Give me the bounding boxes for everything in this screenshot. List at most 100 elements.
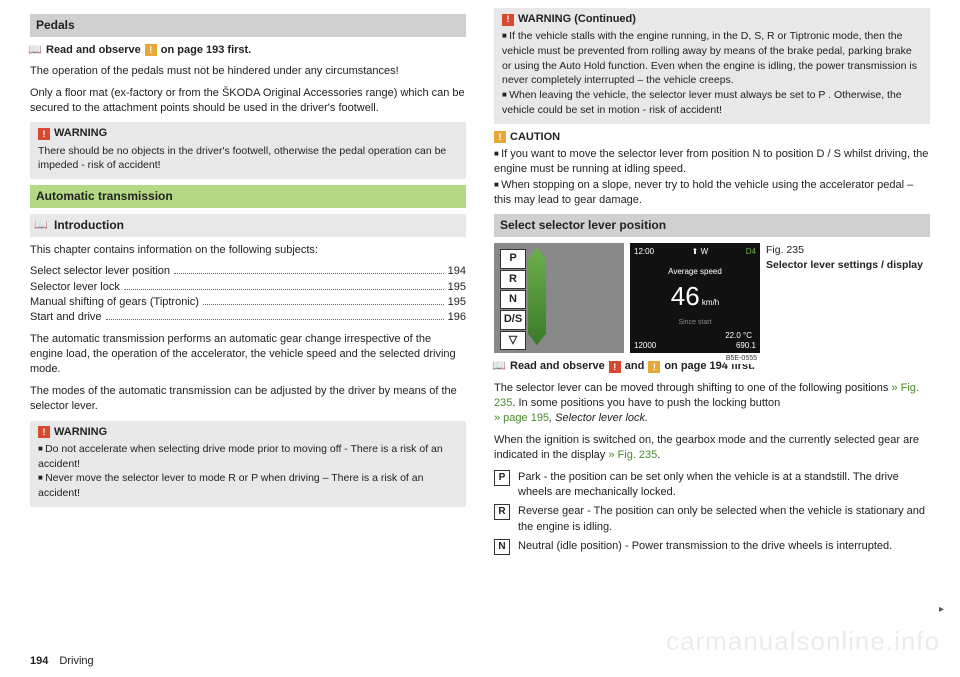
toc-label: Manual shifting of gears (Tiptronic)	[30, 295, 199, 310]
caution-icon: !	[648, 361, 660, 373]
caution-label: CAUTION	[510, 130, 560, 145]
warning-box-2: ! WARNING Do not accelerate when selecti…	[30, 421, 466, 507]
book-icon	[30, 46, 42, 55]
warning-title: ! WARNING (Continued)	[502, 12, 922, 27]
display-bottom-row: 12000 690.1	[634, 340, 756, 351]
paragraph: The modes of the automatic transmission …	[30, 384, 466, 415]
read-post: on page 193 first.	[161, 43, 251, 58]
fig-number: Fig. 235	[766, 244, 804, 256]
key-text: Park - the position can be set only when…	[518, 470, 930, 501]
paragraph: The selector lever can be moved through …	[494, 381, 930, 427]
display-center: Average speed 46 km/h Since start 22.0 °…	[630, 266, 760, 341]
toc-item: Manual shifting of gears (Tiptronic) 195	[30, 295, 466, 310]
toc-label: Start and drive	[30, 310, 102, 325]
fig-ref: » Fig. 235	[608, 449, 657, 461]
chapter-intro: This chapter contains information on the…	[30, 243, 466, 258]
display-odo-left: 12000	[634, 340, 656, 351]
paragraph: The operation of the pedals must not be …	[30, 64, 466, 79]
toc-dots	[174, 272, 444, 274]
key-text: Reverse gear - The position can only be …	[518, 504, 930, 535]
toc-label: Select selector lever position	[30, 264, 170, 279]
figure-caption: Fig. 235 Selector lever settings / displ…	[766, 243, 923, 272]
display-top-row: 12:00 ⬆ W D4	[630, 243, 760, 260]
toc-item: Selector lever lock 195	[30, 280, 466, 295]
display-unit: km/h	[702, 298, 719, 307]
page: Pedals Read and observe ! on page 193 fi…	[0, 0, 960, 640]
display-time: 12:00	[634, 246, 654, 257]
caution-item: If you want to move the selector lever f…	[494, 147, 930, 178]
read-pre: Read and observe	[46, 43, 141, 58]
gear-key-n: N Neutral (idle position) - Power transm…	[494, 539, 930, 555]
paragraph: The automatic transmission performs an a…	[30, 332, 466, 378]
section-name: Driving	[59, 655, 93, 667]
warning-item: Never move the selector lever to mode R …	[38, 471, 458, 500]
lever-p: P	[500, 249, 526, 268]
page-ref: » page 195	[494, 412, 549, 424]
caution-list: If you want to move the selector lever f…	[494, 147, 930, 209]
toc-label: Selector lever lock	[30, 280, 120, 295]
caution-title: ! CAUTION	[494, 130, 930, 145]
text: , Selector lever lock.	[549, 412, 648, 424]
read-pre: Read and observe	[510, 359, 605, 374]
toc-item: Start and drive 196	[30, 310, 466, 325]
read-mid: and	[625, 359, 645, 374]
key-box: P	[494, 470, 510, 486]
caution-icon: !	[494, 131, 506, 143]
continue-arrow-icon: ▸	[939, 603, 944, 617]
lever-r: R	[500, 270, 526, 289]
selector-lever-image: P R N D/S ▽	[494, 243, 624, 353]
text: . In some positions you have to push the…	[512, 397, 780, 409]
select-lever-heading: Select selector lever position	[494, 214, 930, 237]
toc-dots	[203, 303, 444, 305]
text: When the ignition is switched on, the ge…	[494, 434, 919, 461]
toc-item: Select selector lever position 194	[30, 264, 466, 279]
auto-trans-heading: Automatic transmission	[30, 185, 466, 208]
pedals-heading: Pedals	[30, 14, 466, 37]
display-value: 46	[671, 281, 700, 311]
lever-labels: P R N D/S ▽	[500, 249, 526, 351]
text: .	[657, 449, 660, 461]
toc-page: 195	[448, 280, 466, 295]
warning-body: There should be no objects in the driver…	[38, 144, 458, 173]
instrument-display-image: 12:00 ⬆ W D4 Average speed 46 km/h Since…	[630, 243, 760, 353]
book-icon	[36, 221, 48, 230]
lever-n: N	[500, 290, 526, 309]
page-number: 194	[30, 655, 48, 667]
warning-item: If the vehicle stalls with the engine ru…	[502, 29, 922, 88]
image-code: B5E-0555	[725, 354, 758, 364]
intro-label: Introduction	[54, 217, 124, 234]
toc-page: 196	[448, 310, 466, 325]
gear-key-p: P Park - the position can be set only wh…	[494, 470, 930, 501]
key-box: N	[494, 539, 510, 555]
read-observe-line-1: Read and observe ! on page 193 first.	[30, 43, 466, 58]
toc: Select selector lever position 194 Selec…	[30, 264, 466, 326]
key-text: Neutral (idle position) - Power transmis…	[518, 539, 892, 554]
warning-box-1: ! WARNING There should be no objects in …	[30, 122, 466, 179]
display-since: Since start	[630, 318, 760, 328]
lever-track-icon	[528, 247, 546, 345]
paragraph: When the ignition is switched on, the ge…	[494, 433, 930, 464]
fig-text: Selector lever settings / display	[766, 259, 923, 271]
warning-title: ! WARNING	[38, 425, 458, 440]
display-gear: D4	[746, 246, 756, 257]
key-box: R	[494, 504, 510, 520]
caution-item: When stopping on a slope, never try to h…	[494, 178, 930, 209]
caution-block: ! CAUTION If you want to move the select…	[494, 130, 930, 209]
book-icon	[494, 362, 506, 371]
figure-235: P R N D/S ▽ 12:00 ⬆ W D4 Average speed 4…	[494, 243, 930, 353]
lever-down-icon: ▽	[500, 331, 526, 350]
right-column: ! WARNING (Continued) If the vehicle sta…	[494, 8, 930, 640]
left-column: Pedals Read and observe ! on page 193 fi…	[30, 8, 466, 640]
warning-continued-box: ! WARNING (Continued) If the vehicle sta…	[494, 8, 930, 124]
warning-label: WARNING	[54, 126, 107, 141]
toc-page: 194	[448, 264, 466, 279]
text: The selector lever can be moved through …	[494, 382, 891, 394]
warning-label: WARNING (Continued)	[518, 12, 636, 27]
lever-ds: D/S	[500, 310, 526, 329]
warning-list: If the vehicle stalls with the engine ru…	[502, 29, 922, 117]
warning-item: When leaving the vehicle, the selector l…	[502, 88, 922, 117]
toc-dots	[124, 288, 444, 290]
warning-list: Do not accelerate when selecting drive m…	[38, 442, 458, 501]
read-observe-line-2: Read and observe ! and ! on page 194 fir…	[494, 359, 930, 374]
alert-icon: !	[609, 361, 621, 373]
